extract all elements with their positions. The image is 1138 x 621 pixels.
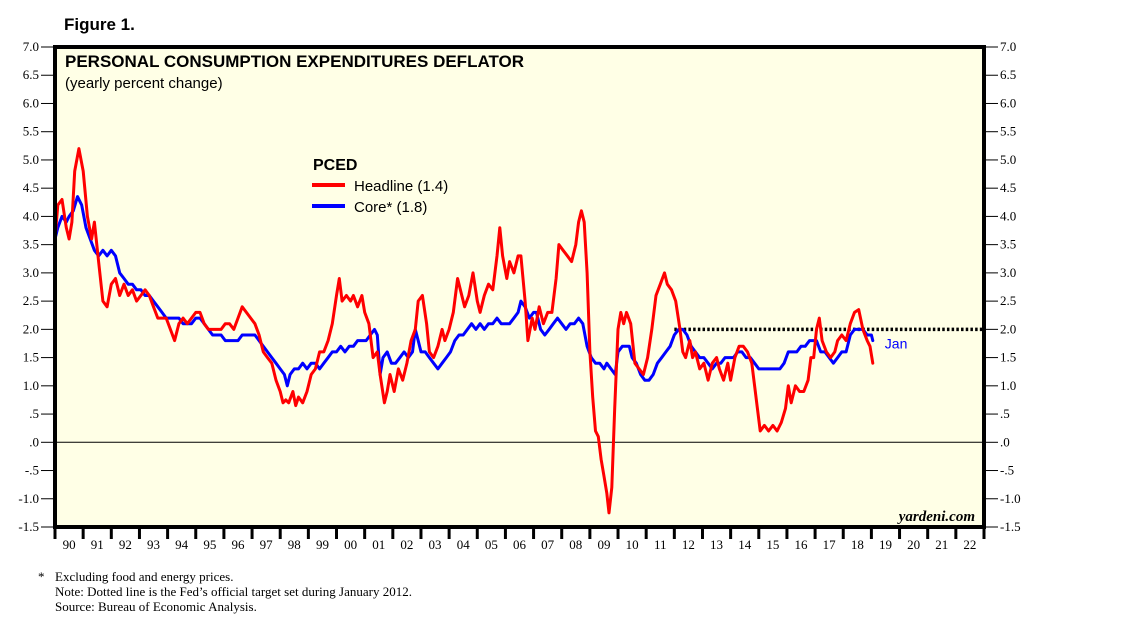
x-tick-label: 05 <box>485 537 498 552</box>
plot-frame <box>53 45 986 529</box>
x-tick-label: 20 <box>907 537 920 552</box>
series-group <box>53 147 875 515</box>
y-tick-label-right: 1.5 <box>1000 350 1016 365</box>
x-tick-label: 14 <box>738 537 752 552</box>
x-tick-label: 18 <box>851 537 864 552</box>
y-tick-label-right: 5.5 <box>1000 124 1016 139</box>
footnote-line-3: Source: Bureau of Economic Analysis. <box>55 599 257 614</box>
chart-title: PERSONAL CONSUMPTION EXPENDITURES DEFLAT… <box>65 52 524 71</box>
y-tick-label-right: 4.0 <box>1000 208 1016 223</box>
x-tick-label: 94 <box>175 537 189 552</box>
y-tick-label-left: .5 <box>29 406 39 421</box>
x-tick-label: 09 <box>597 537 610 552</box>
x-tick-label: 01 <box>372 537 385 552</box>
footnote-source: Source: Bureau of Economic Analysis. <box>38 599 412 614</box>
y-tick-label-right: 1.0 <box>1000 378 1016 393</box>
y-tick-label-right: -1.0 <box>1000 491 1021 506</box>
y-tick-label-left: 7.0 <box>23 39 39 54</box>
x-tick-label: 99 <box>316 537 329 552</box>
y-tick-label-left: 1.0 <box>23 378 39 393</box>
x-tick-label: 22 <box>963 537 976 552</box>
x-tick-label: 96 <box>231 537 245 552</box>
x-tick-label: 92 <box>119 537 132 552</box>
annotation-jan: Jan <box>885 336 908 352</box>
x-tick-label: 90 <box>63 537 76 552</box>
x-tick-label: 04 <box>457 537 471 552</box>
plot-background <box>55 47 984 527</box>
y-tick-label-right: 3.5 <box>1000 237 1016 252</box>
footnote-core-definition: * Excluding food and energy prices. <box>38 569 412 584</box>
footnote-line-1: Excluding food and energy prices. <box>55 569 234 584</box>
x-tick-label: 21 <box>935 537 948 552</box>
legend-label-headline: Headline (1.4) <box>354 178 448 195</box>
y-tick-label-left: 3.5 <box>23 237 39 252</box>
chart-subtitle: (yearly percent change) <box>65 75 223 92</box>
y-axis-right: 7.0 6.5 6.0 5.5 5.0 4.5 4.0 3.5 3.0 2.5 2.0 1.5 1.0.… <box>984 39 1021 534</box>
y-tick-label-left: 6.0 <box>23 95 39 110</box>
y-tick-label-left: 6.5 <box>23 67 39 82</box>
x-tick-label: 08 <box>569 537 582 552</box>
x-tick-label: 95 <box>203 537 216 552</box>
y-tick-label-right: 6.5 <box>1000 67 1016 82</box>
legend: PCED Headline (1.4) Core* (1.8) <box>312 157 448 216</box>
y-tick-label-left: 2.0 <box>23 321 39 336</box>
x-tick-label: 06 <box>513 537 527 552</box>
x-tick-label: 97 <box>260 537 274 552</box>
y-tick-label-left: -.5 <box>25 463 39 478</box>
series-line-headline <box>53 147 875 515</box>
x-tick-label: 17 <box>823 537 837 552</box>
y-tick-label-right: -1.5 <box>1000 519 1021 534</box>
x-tick-label: 03 <box>429 537 442 552</box>
y-tick-label-right: 6.0 <box>1000 95 1016 110</box>
y-tick-label-right: -.5 <box>1000 463 1014 478</box>
y-tick-label-left: 4.0 <box>23 208 39 223</box>
footnote-spacer <box>38 584 55 599</box>
x-tick-label: 02 <box>400 537 413 552</box>
footnote-note: Note: Dotted line is the Fed’s official … <box>38 584 412 599</box>
y-tick-label-left: 5.5 <box>23 124 39 139</box>
y-tick-label-right: .0 <box>1000 434 1010 449</box>
y-tick-label-right: .5 <box>1000 406 1010 421</box>
x-tick-label: 13 <box>710 537 723 552</box>
x-tick-label: 11 <box>654 537 667 552</box>
y-axis-left: 7.0 6.5 6.0 5.5 5.0 4.5 4.0 3.5 3.0 2.5 2.0 1.5 1.0.… <box>18 39 55 534</box>
x-tick-label: 12 <box>682 537 695 552</box>
y-tick-label-right: 2.5 <box>1000 293 1016 308</box>
y-tick-label-right: 2.0 <box>1000 321 1016 336</box>
y-tick-label-right: 4.5 <box>1000 180 1016 195</box>
x-tick-label: 00 <box>344 537 357 552</box>
y-tick-label-left: 4.5 <box>23 180 39 195</box>
x-tick-label: 19 <box>879 537 892 552</box>
y-tick-label-left: 1.5 <box>23 350 39 365</box>
x-tick-label: 93 <box>147 537 160 552</box>
x-tick-label: 16 <box>795 537 809 552</box>
y-tick-label-right: 7.0 <box>1000 39 1016 54</box>
x-tick-label: 07 <box>541 537 555 552</box>
legend-label-core: Core* (1.8) <box>354 199 427 216</box>
footnote-spacer <box>38 599 55 614</box>
footnotes: * Excluding food and energy prices. Note… <box>38 569 412 614</box>
footnote-star: * <box>38 569 45 584</box>
figure-label: Figure 1. <box>64 15 135 34</box>
y-tick-label-left: .0 <box>29 434 39 449</box>
footnote-line-2: Note: Dotted line is the Fed’s official … <box>55 584 412 599</box>
y-tick-label-right: 3.0 <box>1000 265 1016 280</box>
y-tick-label-left: 2.5 <box>23 293 39 308</box>
x-tick-label: 10 <box>626 537 639 552</box>
x-tick-label: 98 <box>288 537 301 552</box>
y-tick-label-left: 3.0 <box>23 265 39 280</box>
x-tick-label: 91 <box>91 537 104 552</box>
y-tick-label-left: -1.0 <box>18 491 39 506</box>
watermark-yardeni: yardeni.com <box>897 509 975 525</box>
x-axis: 90 91 92 93 94 95 96 97 98 99 00 01 02 03 04 05 06 07 08 09… <box>53 527 986 552</box>
legend-title: PCED <box>313 157 357 174</box>
y-tick-label-left: -1.5 <box>18 519 39 534</box>
y-tick-label-right: 5.0 <box>1000 152 1016 167</box>
y-tick-label-left: 5.0 <box>23 152 39 167</box>
x-tick-label: 15 <box>766 537 779 552</box>
